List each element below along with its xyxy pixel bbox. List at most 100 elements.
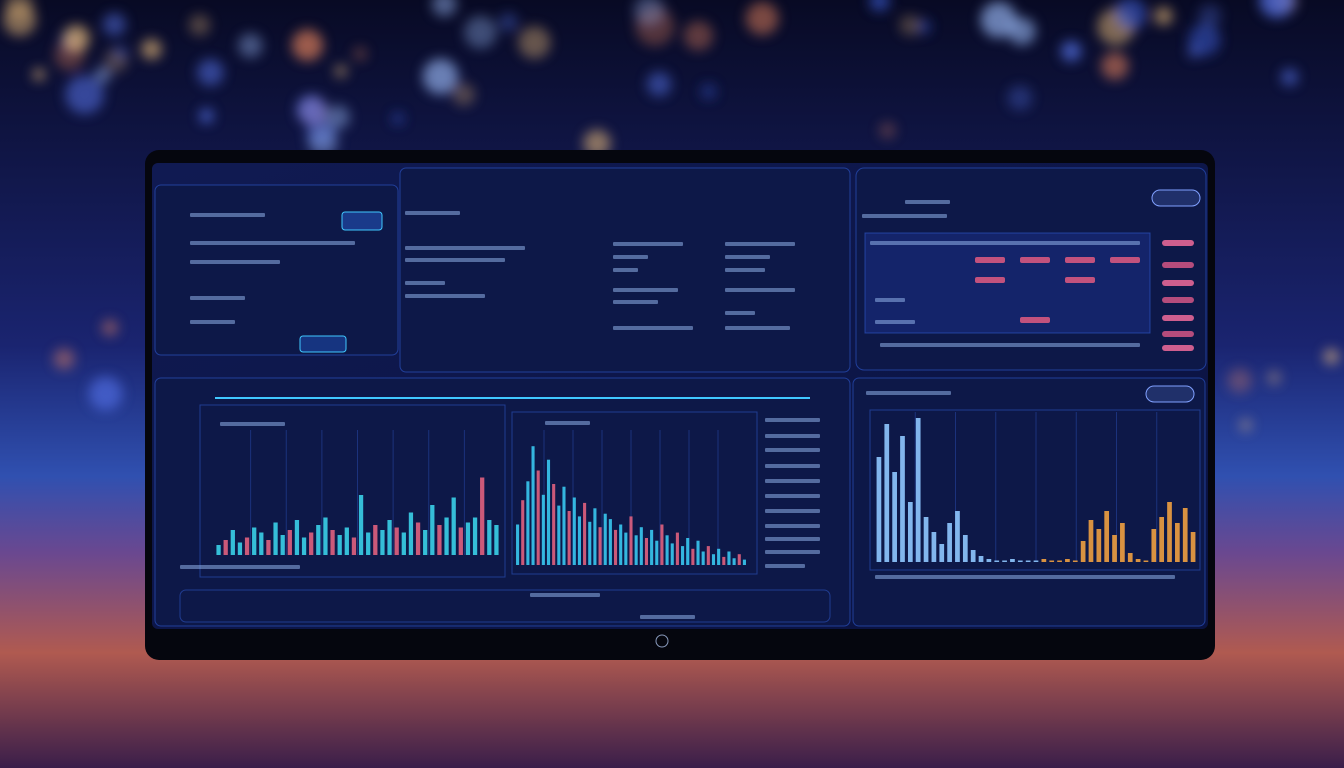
bar <box>1088 520 1094 562</box>
bokeh-light <box>188 14 211 36</box>
bar <box>1065 559 1070 562</box>
bar <box>408 512 414 555</box>
bar <box>280 535 285 555</box>
text-placeholder <box>613 288 678 292</box>
bokeh-light <box>3 2 37 37</box>
text-placeholder <box>866 391 951 395</box>
text-placeholder <box>405 281 445 285</box>
tag <box>1162 315 1194 321</box>
bar <box>487 520 492 555</box>
text-placeholder <box>640 615 695 619</box>
bar <box>970 550 976 562</box>
tag <box>1162 345 1194 351</box>
bokeh-light <box>88 376 123 411</box>
text-placeholder <box>725 255 770 259</box>
text-placeholder <box>405 246 525 250</box>
bokeh-light <box>1060 40 1082 62</box>
bokeh-light <box>101 319 118 336</box>
bokeh-light <box>745 2 779 35</box>
text-placeholder <box>405 258 505 262</box>
text-placeholder <box>613 300 658 304</box>
bar <box>494 525 499 555</box>
bar <box>1159 517 1165 562</box>
bokeh-light <box>1007 85 1033 111</box>
button[interactable] <box>1151 189 1201 207</box>
text-placeholder <box>905 200 950 204</box>
bar <box>1041 559 1047 562</box>
bar <box>516 524 520 565</box>
bokeh-light <box>1259 0 1295 18</box>
bar <box>1017 560 1023 562</box>
bar <box>1190 532 1196 562</box>
bar <box>613 529 618 565</box>
bar <box>978 556 984 562</box>
bokeh-light <box>296 95 327 125</box>
text-placeholder <box>725 288 795 292</box>
bokeh-light <box>464 15 497 49</box>
bar <box>1080 541 1086 562</box>
bar <box>387 520 392 555</box>
bokeh-light <box>308 127 339 158</box>
bokeh-light <box>334 64 348 78</box>
bokeh-light <box>94 66 112 83</box>
bar <box>994 560 1000 562</box>
bokeh-light <box>352 46 368 62</box>
bar <box>650 529 654 565</box>
tag <box>1065 277 1095 283</box>
text-placeholder <box>875 575 1175 579</box>
text-placeholder <box>862 214 947 218</box>
text-placeholder <box>190 296 245 300</box>
text-placeholder <box>190 320 235 324</box>
bar <box>344 527 349 555</box>
bar <box>244 537 250 555</box>
bokeh-light <box>1008 17 1036 46</box>
bokeh-light <box>1266 370 1282 385</box>
footer-bar <box>179 589 831 623</box>
bokeh-light <box>65 75 104 114</box>
bar <box>644 538 649 565</box>
bar <box>681 546 685 565</box>
bar <box>1096 529 1102 562</box>
bar <box>1072 560 1078 562</box>
bar <box>1143 560 1149 562</box>
text-placeholder <box>613 255 648 259</box>
bar <box>619 524 623 565</box>
bar <box>230 530 235 555</box>
bar <box>380 530 385 555</box>
bar <box>947 523 952 562</box>
bar <box>531 446 535 565</box>
bokeh-light <box>1227 368 1252 393</box>
button[interactable] <box>1145 385 1195 403</box>
bar <box>593 508 597 565</box>
text-placeholder <box>765 434 820 438</box>
tag <box>1020 257 1050 263</box>
text-placeholder <box>870 241 1140 245</box>
bokeh-light <box>518 26 551 59</box>
bokeh-light <box>1239 418 1253 432</box>
bar <box>577 516 581 565</box>
bar <box>415 522 421 555</box>
bar <box>423 530 428 555</box>
bar <box>939 544 945 562</box>
bar <box>706 546 710 565</box>
text-placeholder <box>765 464 820 468</box>
bar <box>639 527 643 565</box>
bar <box>1127 553 1133 562</box>
bar <box>316 525 321 555</box>
tag <box>1065 257 1095 263</box>
button[interactable] <box>341 211 383 231</box>
button[interactable] <box>299 335 347 353</box>
text-placeholder <box>405 211 460 215</box>
bar <box>915 418 921 562</box>
bar <box>655 540 659 565</box>
bar <box>266 540 271 555</box>
bokeh-light <box>879 122 896 139</box>
bar <box>931 532 937 562</box>
bar <box>546 459 551 565</box>
bokeh-light <box>197 59 224 86</box>
bar <box>401 532 406 555</box>
bar <box>634 535 638 565</box>
bar <box>665 535 669 565</box>
bokeh-light <box>980 1 1017 38</box>
